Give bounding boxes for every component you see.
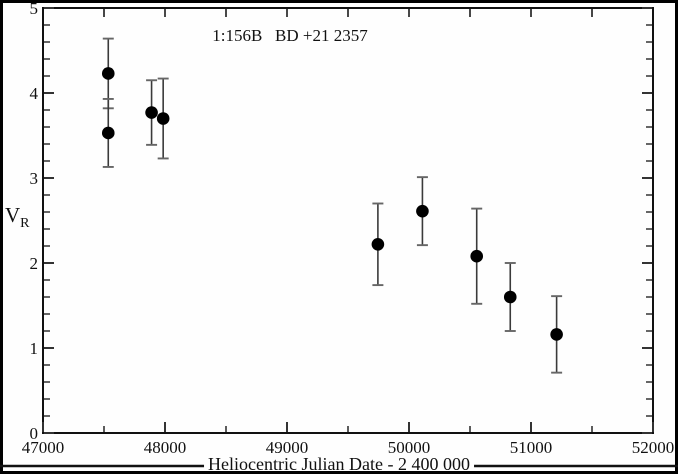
y-axis-label: VR [5,205,30,231]
data-point-marker [550,328,563,341]
y-axis-tick-label: 5 [29,0,39,18]
axes-frame [42,7,654,434]
data-point-marker [470,249,484,263]
data-point-marker [156,112,170,125]
y-axis-tick-label: 1 [29,339,39,358]
data-point-marker [101,126,115,140]
y-axis-label-base: V [5,203,21,227]
y-axis-tick-label: 4 [29,84,39,103]
x-axis-tick-label: 49000 [265,438,309,457]
x-axis-label: Heliocentric Julian Date - 2 400 000 [204,455,474,473]
data-point-marker [101,67,115,80]
y-axis-label-subscript: R [20,216,30,231]
y-axis-tick-label: 0 [29,424,39,443]
y-axis-tick-label: 3 [29,169,39,188]
data-point-marker [416,204,429,218]
x-axis-tick-label: 52000 [631,438,675,457]
plot-background [3,3,675,471]
x-axis-tick-label: 48000 [143,438,187,457]
data-point-marker [145,106,158,119]
x-axis-tick-label: 47000 [21,438,65,457]
data-point-marker [371,238,385,251]
plot-title: 1:156B BD +21 2357 [212,26,368,45]
data-point-marker [503,290,517,304]
x-axis-tick-label: 50000 [387,438,431,457]
y-axis-tick-label: 2 [29,254,39,273]
bottom-border [0,471,678,474]
x-axis-tick-label: 51000 [509,438,553,457]
